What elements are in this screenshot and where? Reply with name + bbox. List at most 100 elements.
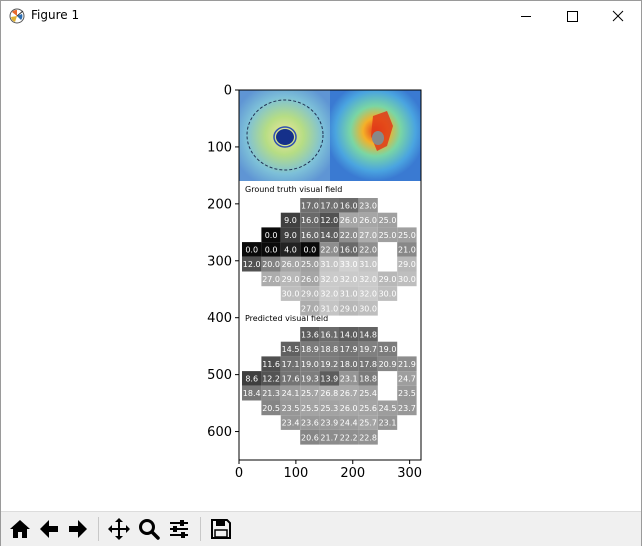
navigation-toolbar <box>1 511 641 546</box>
home-button[interactable] <box>6 515 34 543</box>
forward-button[interactable] <box>64 515 92 543</box>
plot-svg: Ground truth visual field Predicted visu… <box>207 84 422 482</box>
vf-cell <box>300 242 320 257</box>
vf-cell <box>261 242 281 257</box>
vf-cell-label: 17.9 <box>340 345 358 354</box>
vf-cell-label: 22.8 <box>359 433 377 442</box>
vf-cell <box>261 227 281 243</box>
vf-cell <box>319 242 339 257</box>
zoom-button[interactable] <box>135 515 163 543</box>
vf-cell-label: 19.0 <box>379 345 397 354</box>
vf-cell <box>339 341 359 357</box>
vf-cell <box>377 356 398 372</box>
vf-cell <box>397 385 417 401</box>
configure-subplots-button[interactable] <box>165 515 193 543</box>
vf-cell <box>300 300 320 316</box>
vf-cell-label: 18.8 <box>320 345 338 354</box>
vf-cell-label: 0.0 <box>265 245 278 254</box>
vf-cell-label: 29.0 <box>340 304 358 313</box>
vf-cell-label: 26.7 <box>340 389 358 398</box>
predicted-grid: 13.6 16.1 14.0 14.814.5 18.9 18.8 17.9 19.7 19.0… <box>242 327 417 445</box>
vf-cell-label: 25.0 <box>379 231 397 240</box>
vf-cell-label: 31.0 <box>320 260 338 269</box>
vf-cell <box>358 227 378 243</box>
vf-cell-label: 25.0 <box>398 231 416 240</box>
vf-cell-label: 19.7 <box>359 345 377 354</box>
vf-cell-label: 18.0 <box>340 360 358 369</box>
vf-cell-label: 23.5 <box>398 389 416 398</box>
vf-cell-label: 26.0 <box>340 404 358 413</box>
floppy-disk-icon <box>211 519 231 539</box>
x-tick-label: 200 <box>340 466 365 481</box>
vf-cell <box>300 356 320 372</box>
vf-cell <box>300 327 320 342</box>
vf-cell <box>339 286 359 301</box>
vf-cell-label: 33.0 <box>340 260 358 269</box>
vf-cell <box>300 429 320 445</box>
vf-cell-label: 9.0 <box>284 231 297 240</box>
vf-cell <box>300 400 320 416</box>
vf-cell <box>339 400 359 416</box>
ground-truth-grid: 17.0 17.0 16.0 23.09.0 16.0 12.0 26.0 26.0 25.00… <box>242 198 417 316</box>
vf-cell <box>300 227 320 243</box>
y-tick-label: 100 <box>207 140 232 155</box>
vf-cell-label: 32.0 <box>320 275 338 284</box>
vf-cell-label: 23.0 <box>359 201 377 210</box>
vf-cell-label: 8.6 <box>245 374 258 383</box>
vf-cell-label: 24.1 <box>282 389 300 398</box>
vf-cell <box>319 256 339 272</box>
vf-cell-label: 11.6 <box>262 360 280 369</box>
x-tick-label: 300 <box>397 466 422 481</box>
vf-cell <box>319 271 339 287</box>
figure-canvas[interactable]: Ground truth visual field Predicted visu… <box>1 31 641 511</box>
maximize-icon <box>567 11 578 22</box>
vf-cell <box>397 271 417 287</box>
vf-cell-label: 17.6 <box>282 374 300 383</box>
vf-cell-label: 32.0 <box>340 275 358 284</box>
vf-cell <box>300 371 320 386</box>
sliders-icon <box>170 520 188 538</box>
vf-cell-label: 14.5 <box>282 345 300 354</box>
vf-cell <box>397 227 417 243</box>
vf-cell <box>397 256 417 272</box>
vf-cell-label: 23.5 <box>282 404 300 413</box>
vf-cell <box>397 371 417 386</box>
close-icon <box>612 10 624 22</box>
pan-button[interactable] <box>105 515 133 543</box>
vf-cell <box>280 227 301 243</box>
vf-cell-label: 13.9 <box>320 374 338 383</box>
vf-cell-label: 25.0 <box>379 216 397 225</box>
vf-cell-label: 19.0 <box>301 360 319 369</box>
maximize-button[interactable] <box>549 1 595 31</box>
vf-cell-label: 25.3 <box>320 404 338 413</box>
arrow-left-icon <box>40 520 58 538</box>
vf-cell-label: 31.0 <box>359 260 377 269</box>
back-button[interactable] <box>35 515 63 543</box>
vf-cell <box>339 256 359 272</box>
save-button[interactable] <box>207 515 235 543</box>
vf-cell <box>280 415 301 430</box>
close-button[interactable] <box>595 1 641 31</box>
x-tick-label: 0 <box>235 466 243 481</box>
vf-cell-label: 31.0 <box>340 290 358 299</box>
vf-cell-label: 30.0 <box>379 290 397 299</box>
vf-cell-label: 22.0 <box>340 231 358 240</box>
vf-cell <box>261 371 281 386</box>
minimize-button[interactable] <box>503 1 549 31</box>
vf-cell-label: 23.4 <box>282 419 300 428</box>
vf-cell-label: 14.8 <box>359 330 377 339</box>
vf-cell-label: 26.0 <box>282 260 300 269</box>
vf-cell <box>339 212 359 228</box>
vf-cell <box>319 327 339 342</box>
vf-cell <box>358 371 378 386</box>
vf-cell-label: 24.5 <box>379 404 397 413</box>
vf-cell <box>261 256 281 272</box>
vf-cell <box>242 256 262 272</box>
vf-cell-label: 27.0 <box>359 231 377 240</box>
vf-cell <box>242 242 262 257</box>
vf-cell <box>261 400 281 416</box>
vf-cell-label: 12.2 <box>262 374 280 383</box>
vf-cell <box>358 256 378 272</box>
vf-cell-label: 0.0 <box>304 245 317 254</box>
vf-cell <box>319 341 339 357</box>
